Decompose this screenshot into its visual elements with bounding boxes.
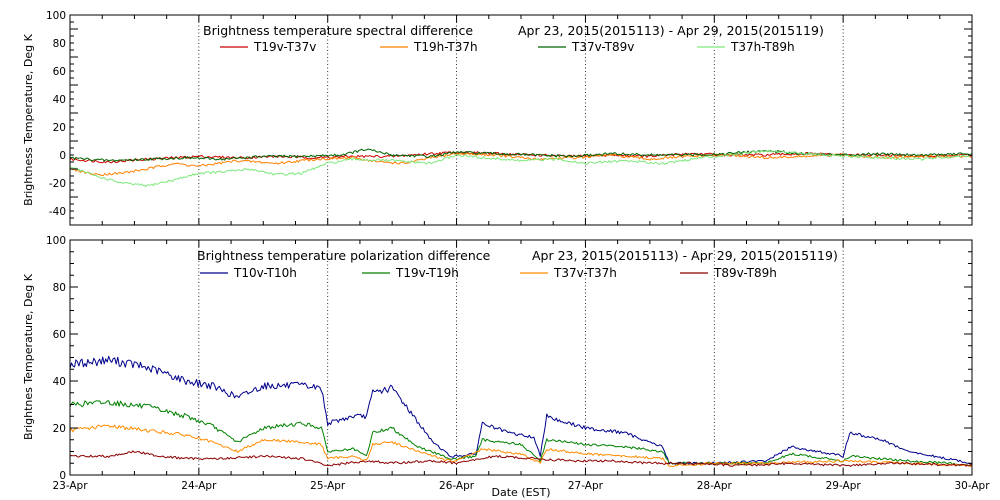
- polarization-difference-panel: 0 20 40 60 80 100 23-Apr 24-Apr 25-Apr 26-Apr 27-…: [22, 235, 990, 499]
- legend-label-t37v-t37h: T37v-T37h: [553, 266, 617, 280]
- legend-label-t10v-t10h: T10v-T10h: [233, 266, 297, 280]
- legend-label-t89v-t89h: T89v-T89h: [713, 266, 777, 280]
- y-tick-label: 40: [53, 94, 66, 106]
- panel-date-range: Apr 23, 2015(2015113) - Apr 29, 2015(201…: [518, 23, 824, 38]
- x-grid: [198, 240, 844, 475]
- y-tick-label: 0: [59, 470, 66, 482]
- y-tick-label: 100: [46, 235, 66, 247]
- y-tick-label: 20: [53, 122, 66, 134]
- y-tick-label: 0: [59, 150, 66, 162]
- legend: T19v-T37v T19h-T37h T37v-T89v T37h-T89h: [220, 40, 795, 54]
- x-tick-label: 26-Apr: [439, 480, 475, 492]
- x-tick-label: 23-Apr: [52, 480, 88, 492]
- y-tick-label: 60: [53, 66, 66, 78]
- x-tick-label: 24-Apr: [181, 480, 217, 492]
- legend-label-t37h-t89h: T37h-T89h: [730, 40, 795, 54]
- y-axis-label: Brightness Temperature, Deg K: [22, 33, 35, 205]
- spectral-difference-panel: -40 -20 0 20 40 60 80 100 Brightness temperatur…: [22, 10, 973, 226]
- y-tick-label: 80: [53, 38, 66, 50]
- y-axis-label: Brightnes Temperature, Deg K: [22, 273, 35, 440]
- x-tick-label: 27-Apr: [568, 480, 604, 492]
- y-tick-label: 100: [46, 10, 66, 22]
- series-line-t10v-t10h: [69, 355, 973, 465]
- y-tick-label: -20: [49, 178, 66, 190]
- x-tick-label: 28-Apr: [697, 480, 733, 492]
- x-axis: 23-Apr 24-Apr 25-Apr 26-Apr 27-Apr 28-Apr 29-A…: [52, 240, 990, 492]
- legend-label-t37v-t89v: T37v-T89v: [571, 40, 634, 54]
- x-grid: [198, 15, 844, 225]
- y-tick-label: 40: [53, 376, 66, 388]
- series-line-t89v-t89h: [69, 450, 973, 467]
- x-tick-label: 30-Apr: [954, 480, 990, 492]
- y-axis: 0 20 40 60 80 100: [46, 235, 972, 482]
- x-axis: [69, 15, 973, 225]
- series-lines: [69, 148, 973, 188]
- legend-label-t19v-t37v: T19v-T37v: [253, 40, 316, 54]
- series-line-t19v-t19h: [69, 400, 973, 467]
- y-tick-label: 60: [53, 329, 66, 341]
- panel-title: Brightness temperature polarization diff…: [197, 248, 491, 263]
- series-line-t19h-t37h: [69, 152, 973, 176]
- y-tick-label: -40: [49, 206, 66, 218]
- series-line-t37h-t89h: [69, 149, 973, 188]
- x-tick-label: 25-Apr: [310, 480, 346, 492]
- panel-date-range: Apr 23, 2015(2015113) - Apr 29, 2015(201…: [532, 248, 838, 263]
- series-line-t37v-t37h: [69, 424, 973, 468]
- y-tick-label: 20: [53, 423, 66, 435]
- y-axis: -40 -20 0 20 40 60 80 100: [46, 10, 972, 226]
- series-lines: [69, 355, 973, 468]
- legend-label-t19v-t19h: T19v-T19h: [395, 266, 459, 280]
- y-tick-label: 80: [53, 282, 66, 294]
- legend: T10v-T10h T19v-T19h T37v-T37h T89v-T89h: [200, 266, 777, 280]
- x-axis-label: Date (EST): [491, 486, 550, 499]
- panel-title: Brightness temperature spectral differen…: [203, 23, 473, 38]
- legend-label-t19h-t37h: T19h-T37h: [413, 40, 478, 54]
- x-tick-label: 29-Apr: [826, 480, 862, 492]
